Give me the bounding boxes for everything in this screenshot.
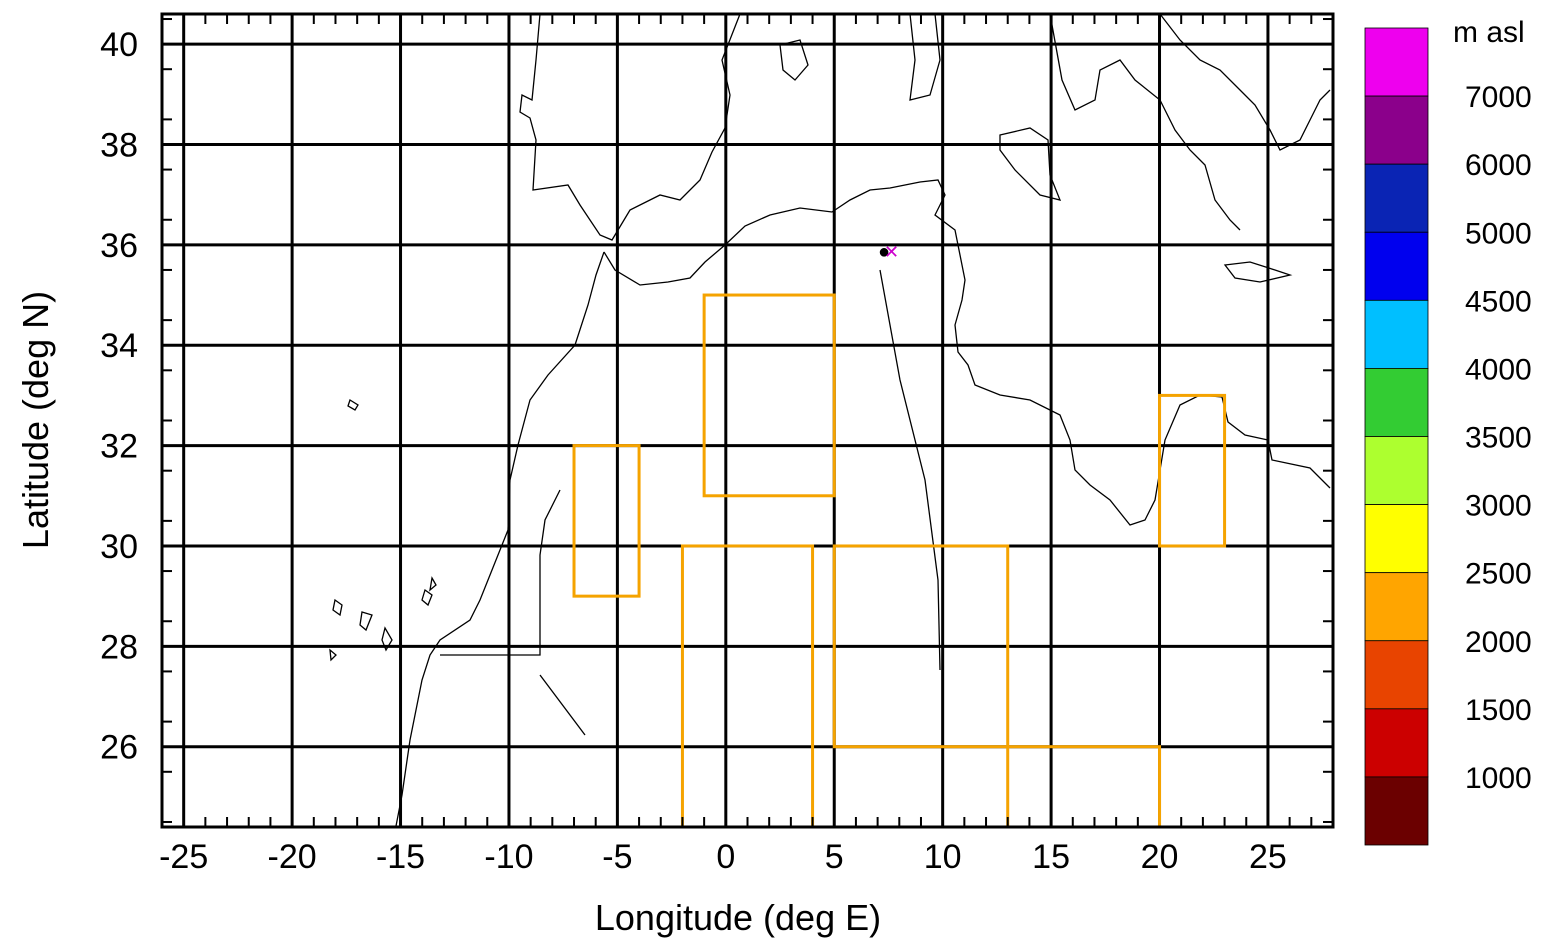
colorbar-title: m asl — [1453, 16, 1525, 49]
plot-frame — [160, 12, 1335, 829]
coastline-atlantic-africa — [395, 251, 605, 827]
colorbar-swatch — [1364, 163, 1429, 233]
border-western-sahara — [440, 489, 561, 656]
colorbar-swatch — [1364, 299, 1429, 369]
svg-text:✕: ✕ — [884, 242, 899, 262]
colorbar-swatch — [1364, 504, 1429, 574]
study-region-box — [680, 544, 815, 829]
x-tick-label: 0 — [716, 838, 735, 876]
x-tick-label: -20 — [268, 838, 317, 876]
colorbar — [1364, 27, 1429, 846]
x-tick-label: 5 — [825, 838, 844, 876]
colorbar-level-label: 1500 — [1465, 694, 1532, 727]
colorbar-swatch — [1364, 436, 1429, 505]
coastline-madeira — [347, 399, 359, 411]
grid-lines — [162, 14, 1333, 827]
y-axis-title: Latitude (deg N) — [15, 291, 56, 549]
coastline-greece — [1159, 13, 1331, 151]
colorbar-level-label: 4000 — [1465, 353, 1532, 386]
colorbar-swatch — [1364, 776, 1429, 846]
y-tick-label: 36 — [100, 227, 138, 265]
colorbar-swatch — [1364, 640, 1429, 710]
colorbar-swatch — [1364, 708, 1429, 778]
coastline-italy — [909, 13, 941, 101]
colorbar-level-label: 1000 — [1465, 762, 1532, 795]
x-tick-labels: -25 -20 -15 -10 -5 0 5 10 15 20 25 — [159, 838, 1287, 876]
x-tick-label: 20 — [1141, 838, 1179, 876]
station-marker: ● ✕ — [878, 241, 899, 263]
colorbar-level-label: 2000 — [1465, 626, 1532, 659]
colorbar-level-label: 6000 — [1465, 149, 1532, 182]
y-tick-label: 28 — [100, 628, 138, 666]
colorbar-swatch — [1364, 95, 1429, 165]
colorbar-level-label: 3500 — [1465, 422, 1532, 455]
coastline-iberia — [519, 13, 741, 241]
svg-text:●: ● — [878, 241, 890, 263]
coastline-canaries — [329, 576, 437, 662]
colorbar-swatch — [1364, 27, 1429, 97]
study-region-box — [832, 544, 1010, 749]
x-tick-label: 10 — [924, 838, 962, 876]
colorbar-level-label: 4500 — [1465, 285, 1532, 318]
x-tick-label: 15 — [1032, 838, 1070, 876]
y-tick-label: 30 — [100, 528, 138, 566]
coastlines — [329, 13, 1331, 827]
coastline-sardinia — [779, 39, 809, 81]
x-axis-title: Longitude (deg E) — [595, 897, 881, 938]
x-tick-label: -15 — [376, 838, 425, 876]
x-tick-label: -5 — [602, 838, 632, 876]
study-region-box — [702, 293, 836, 498]
colorbar-level-label: 7000 — [1465, 81, 1532, 114]
coastline-balkans — [1049, 13, 1241, 231]
study-region-box — [572, 444, 641, 598]
colorbar-level-label: 3000 — [1465, 490, 1532, 523]
colorbar-level-label: 5000 — [1465, 217, 1532, 250]
y-tick-label: 34 — [100, 327, 138, 365]
study-region-box — [1006, 745, 1162, 829]
y-tick-label: 26 — [100, 729, 138, 767]
y-tick-labels: 26 28 30 32 34 36 38 40 — [100, 26, 138, 767]
colorbar-level-label: 2500 — [1465, 558, 1532, 591]
coastline-sicily — [999, 127, 1062, 201]
coastline-crete — [1223, 261, 1293, 283]
y-tick-label: 32 — [100, 428, 138, 466]
colorbar-swatch — [1364, 231, 1429, 301]
y-tick-label: 38 — [100, 126, 138, 164]
y-tick-label: 40 — [100, 26, 138, 64]
study-region-box — [1158, 393, 1227, 548]
colorbar-swatch — [1364, 572, 1429, 642]
x-tick-label: -25 — [159, 838, 208, 876]
colorbar-swatch — [1364, 368, 1429, 437]
x-tick-label: -10 — [484, 838, 533, 876]
colorbar-labels: 7000 6000 5000 4500 4000 3500 3000 2500 2000 1500… — [1465, 81, 1532, 795]
coastline-north-africa — [603, 179, 1331, 526]
axis-ticks — [161, 14, 1334, 827]
border-algeria-tunisia — [879, 269, 941, 671]
x-tick-label: 25 — [1249, 838, 1287, 876]
border-mauritania — [539, 674, 586, 736]
